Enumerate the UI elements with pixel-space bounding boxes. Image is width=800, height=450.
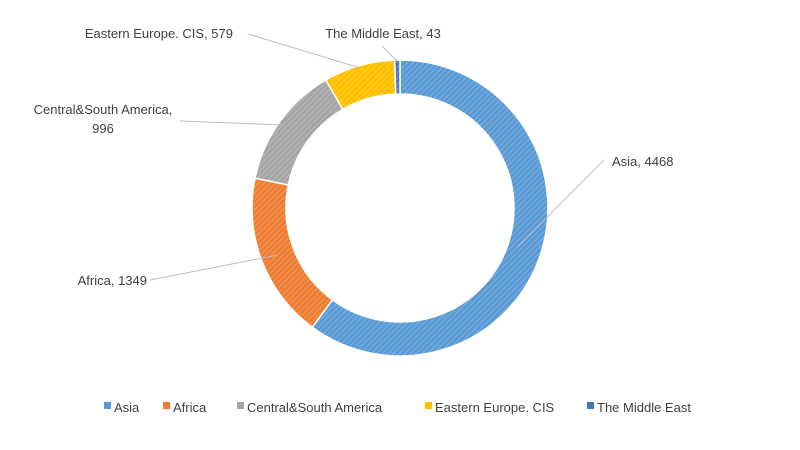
leader-line-central-south-america	[179, 120, 285, 126]
legend-item-asia: Asia	[104, 400, 140, 415]
data-label-asia: Asia, 4468	[612, 154, 673, 169]
data-label-africa: Africa, 1349	[78, 273, 147, 288]
legend-item-the-middle-east: The Middle East	[587, 400, 691, 415]
data-label-the-middle-east: The Middle East, 43	[325, 26, 441, 41]
leader-line-eastern-europe-cis	[247, 33, 360, 69]
legend-label: Asia	[114, 400, 140, 415]
legend-item-africa: Africa	[163, 400, 207, 415]
legend-item-eastern-europe-cis: Eastern Europe. CIS	[425, 400, 555, 415]
legend-label: Africa	[173, 400, 207, 415]
data-label-eastern-europe-cis: Eastern Europe. CIS, 579	[85, 26, 233, 41]
data-label-central-south-america: Central&South America, 996	[34, 102, 173, 136]
legend-swatch	[163, 402, 170, 409]
legend-item-central-south-america: Central&South America	[237, 400, 383, 415]
legend-label: Central&South America	[247, 400, 383, 415]
leader-line-the-middle-east	[381, 45, 398, 62]
legend-swatch	[425, 402, 432, 409]
leader-line-africa	[149, 254, 277, 281]
slice-asia	[311, 59, 549, 357]
slice-africa	[251, 177, 334, 329]
slice-central-south-america	[254, 78, 344, 186]
legend-label: Eastern Europe. CIS	[435, 400, 555, 415]
leader-line-asia	[517, 159, 605, 248]
legend-swatch	[237, 402, 244, 409]
slice-the-middle-east	[393, 59, 401, 95]
legend-swatch	[104, 402, 111, 409]
legend-swatch	[587, 402, 594, 409]
legend-label: The Middle East	[597, 400, 691, 415]
